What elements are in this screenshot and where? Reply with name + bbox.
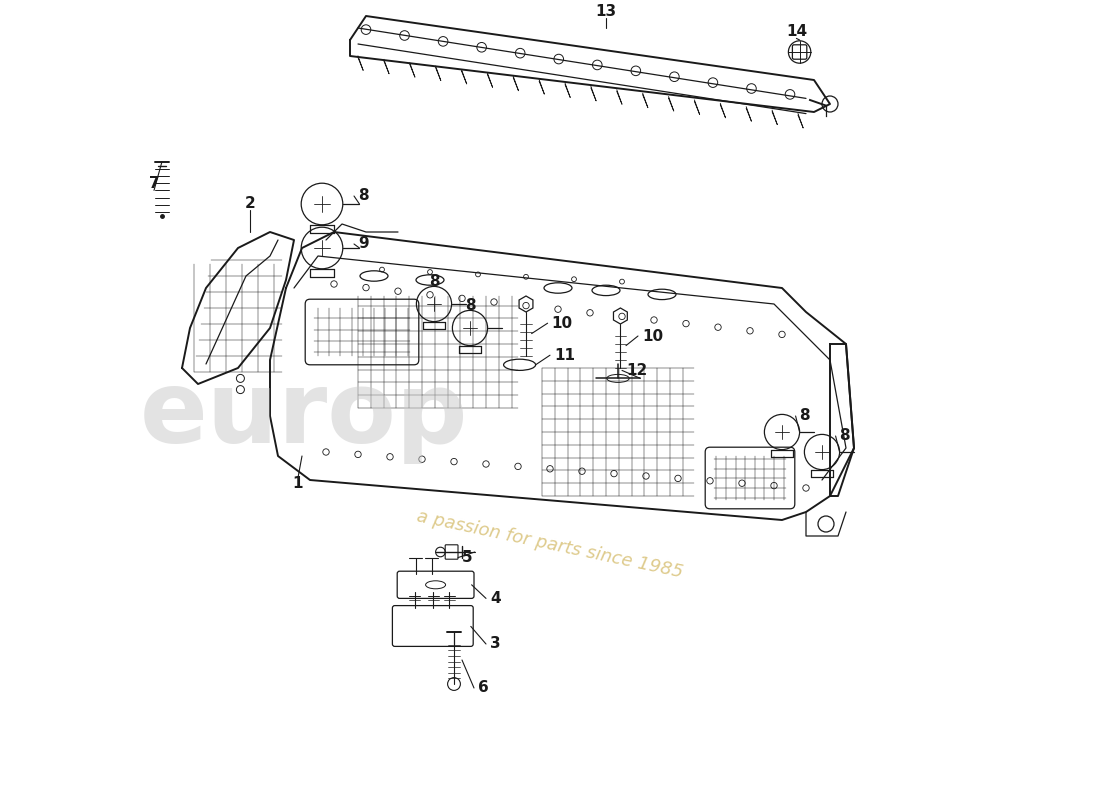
Text: 14: 14 — [785, 25, 807, 39]
Text: 12: 12 — [626, 363, 647, 378]
Text: 11: 11 — [554, 348, 575, 362]
Text: 5: 5 — [462, 550, 473, 565]
Text: europ: europ — [140, 367, 468, 465]
Text: 3: 3 — [490, 637, 500, 651]
Text: 10: 10 — [551, 316, 573, 330]
Text: 2: 2 — [244, 197, 255, 211]
Text: 10: 10 — [642, 329, 663, 343]
Text: 8: 8 — [464, 298, 475, 313]
Text: 1: 1 — [293, 477, 304, 491]
Text: 13: 13 — [595, 5, 617, 19]
Text: a passion for parts since 1985: a passion for parts since 1985 — [415, 507, 685, 581]
Text: 4: 4 — [490, 591, 500, 606]
Text: 8: 8 — [429, 274, 439, 289]
Text: 8: 8 — [800, 409, 811, 423]
Text: 8: 8 — [358, 189, 368, 203]
Text: 6: 6 — [478, 681, 488, 695]
Text: 8: 8 — [839, 429, 850, 443]
Text: 7: 7 — [148, 177, 159, 191]
Text: 9: 9 — [358, 237, 368, 251]
